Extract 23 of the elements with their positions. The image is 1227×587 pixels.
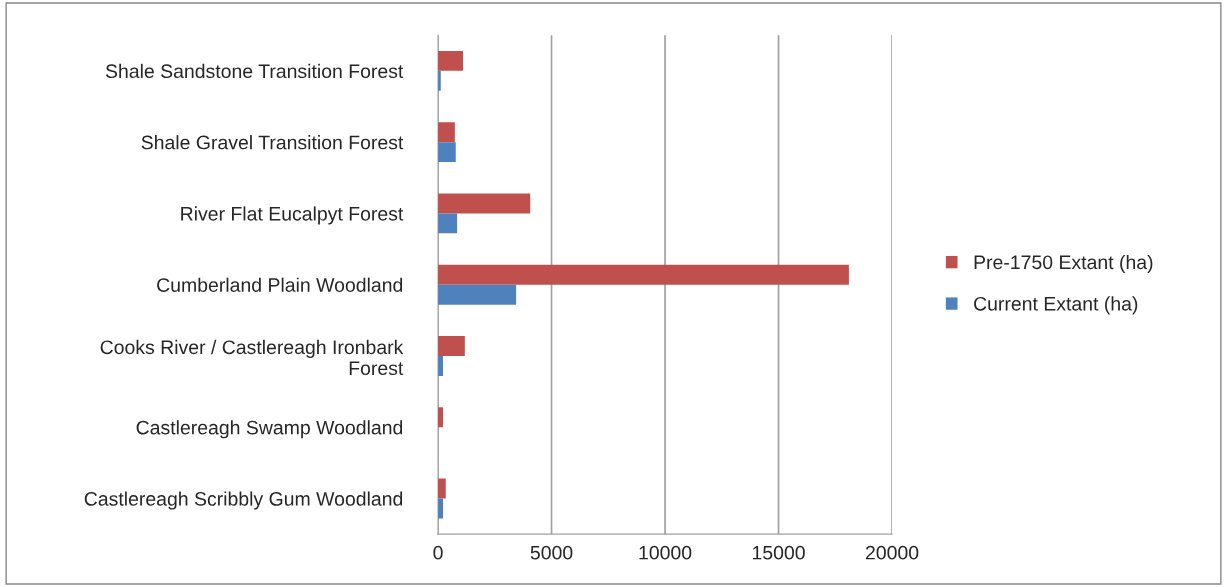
legend-label: Pre-1750 Extant (ha) bbox=[974, 254, 1153, 274]
y-tick-label: Cumberland Plain Woodland bbox=[157, 277, 403, 292]
bar bbox=[438, 284, 517, 305]
x-tick-label: 20000 bbox=[865, 545, 919, 560]
y-tick-label: Cooks River / Castlereagh Ironbark Forest bbox=[100, 339, 404, 376]
y-tick-label: Castlereagh Swamp Woodland bbox=[136, 420, 403, 439]
x-tick-label: 0 bbox=[433, 545, 443, 560]
y-tick-label: Castlereagh Scribbly Gum Woodland bbox=[84, 491, 403, 510]
bar bbox=[438, 122, 455, 143]
x-tick-label: 10000 bbox=[639, 545, 692, 560]
bar bbox=[438, 213, 458, 234]
x-tick-label: 5000 bbox=[530, 545, 573, 560]
bar bbox=[438, 193, 531, 214]
bar bbox=[438, 336, 465, 356]
bar bbox=[438, 142, 456, 163]
bar bbox=[438, 478, 446, 499]
y-tick-label: Shale Gravel Transition Forest bbox=[141, 135, 404, 150]
y-tick-label: River Flat Eucalpyt Forest bbox=[181, 206, 404, 225]
bar bbox=[438, 50, 464, 71]
legend-label: Current Extant (ha) bbox=[974, 296, 1138, 315]
bar bbox=[438, 264, 849, 285]
x-tick-label: 15000 bbox=[752, 545, 805, 560]
y-tick-label: Shale Sandstone Transition Forest bbox=[105, 63, 404, 79]
